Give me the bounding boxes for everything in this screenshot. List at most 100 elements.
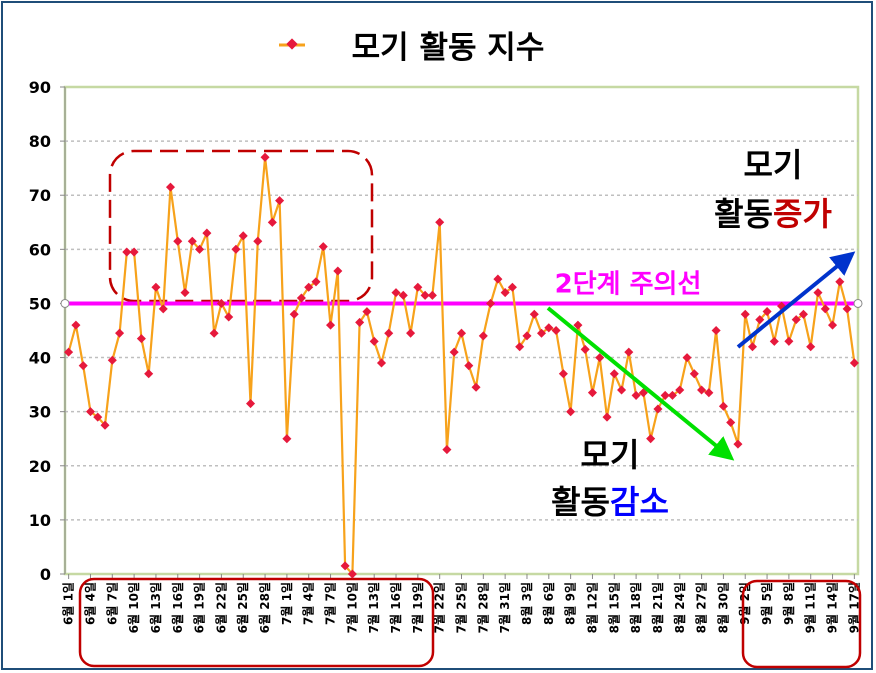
decrease-label-prefix: 활동 bbox=[551, 483, 610, 521]
data-point bbox=[486, 298, 496, 308]
data-point bbox=[442, 445, 452, 455]
x-tick-label: 7월 25일 bbox=[454, 582, 469, 633]
data-point bbox=[326, 320, 336, 330]
x-tick-label: 8월 12일 bbox=[584, 582, 599, 633]
data-point bbox=[493, 274, 503, 284]
threshold-end-left bbox=[60, 298, 70, 308]
highlight-boxes bbox=[78, 149, 862, 669]
data-point bbox=[406, 328, 416, 338]
decrease-arrow bbox=[546, 306, 735, 461]
data-point bbox=[478, 331, 488, 341]
x-tick-label: 9월 8일 bbox=[781, 582, 796, 625]
x-tick-label: 8월 21일 bbox=[650, 582, 665, 633]
x-tick-label: 7월 7일 bbox=[323, 582, 338, 625]
data-point bbox=[747, 342, 758, 352]
data-point bbox=[689, 369, 699, 379]
data-point bbox=[653, 404, 663, 414]
x-tick-label: 6월 7일 bbox=[104, 582, 119, 625]
data-point bbox=[631, 390, 641, 400]
x-tick-label: 7월 1일 bbox=[279, 582, 294, 625]
data-point bbox=[813, 288, 823, 298]
x-tick-label: 9월 14일 bbox=[825, 582, 840, 633]
x-tick-label: 8월 24일 bbox=[672, 582, 687, 633]
x-tick-label: 6월 13일 bbox=[148, 582, 163, 633]
chart-title: 모기 활동 지수 bbox=[352, 30, 545, 66]
data-point bbox=[224, 312, 234, 322]
data-point bbox=[115, 328, 125, 338]
data-point bbox=[107, 355, 117, 365]
data-point bbox=[464, 361, 474, 371]
data-point bbox=[427, 290, 437, 300]
data-point bbox=[536, 328, 547, 338]
data-point bbox=[740, 309, 750, 319]
peak-highlight-box bbox=[108, 149, 374, 303]
decrease-label-line2: 활동감소 bbox=[551, 483, 669, 521]
x-tick-label: 6월 10일 bbox=[126, 582, 141, 633]
y-tick-label: 0 bbox=[40, 565, 51, 584]
data-point bbox=[376, 358, 387, 368]
x-tick-label: 7월 4일 bbox=[301, 582, 316, 625]
x-tick-label: 7월 16일 bbox=[388, 582, 403, 633]
september-label-box bbox=[741, 579, 862, 669]
data-point bbox=[522, 331, 532, 341]
data-point bbox=[246, 399, 256, 409]
data-point bbox=[733, 439, 743, 449]
data-point bbox=[144, 369, 154, 379]
threshold-line-group: 2단계 주의선 bbox=[60, 269, 863, 308]
data-point bbox=[340, 561, 350, 571]
data-point bbox=[806, 342, 816, 352]
data-point bbox=[173, 236, 183, 246]
data-point bbox=[275, 196, 285, 206]
data-point bbox=[391, 288, 401, 298]
data-point bbox=[558, 369, 568, 379]
x-tick-label: 6월 16일 bbox=[170, 582, 185, 633]
data-point bbox=[624, 347, 634, 357]
data-point bbox=[85, 407, 96, 417]
data-point bbox=[580, 344, 590, 354]
increase-label-prefix: 활동 bbox=[714, 195, 773, 233]
x-tick-label: 7월 19일 bbox=[410, 582, 425, 633]
x-tick-label: 6월 28일 bbox=[257, 582, 272, 633]
data-point bbox=[718, 401, 728, 411]
decrease-label-line1: 모기 bbox=[581, 436, 640, 474]
y-tick-label: 40 bbox=[29, 349, 51, 368]
data-point bbox=[711, 325, 721, 336]
x-tick-label: 6월 19일 bbox=[192, 582, 207, 633]
data-point bbox=[267, 217, 277, 227]
data-point bbox=[682, 353, 692, 363]
data-point bbox=[413, 282, 423, 292]
data-point bbox=[398, 290, 408, 300]
x-tick-label: 8월 6일 bbox=[541, 582, 556, 625]
data-point bbox=[617, 385, 627, 395]
increase-label-line1: 모기 bbox=[744, 146, 803, 184]
data-point bbox=[573, 320, 583, 330]
data-point bbox=[420, 290, 430, 300]
data-point bbox=[260, 152, 270, 162]
y-tick-label: 90 bbox=[29, 78, 51, 97]
x-tick-label: 9월 17일 bbox=[846, 582, 861, 633]
data-point bbox=[165, 182, 176, 192]
y-axis-ticks: 0 10 20 30 40 50 60 70 80 90 bbox=[29, 78, 66, 584]
x-tick-label: 6월 4일 bbox=[82, 582, 97, 625]
data-point bbox=[180, 288, 190, 298]
data-point bbox=[296, 293, 306, 303]
x-tick-label: 9월 11일 bbox=[803, 582, 818, 633]
y-tick-label: 70 bbox=[29, 186, 51, 205]
x-tick-label: 7월 28일 bbox=[475, 582, 490, 633]
increase-label-line2: 활동증가 bbox=[714, 195, 832, 233]
x-tick-label: 8월 3일 bbox=[519, 582, 534, 625]
y-tick-label: 50 bbox=[29, 294, 51, 313]
data-point bbox=[529, 309, 539, 319]
threshold-label: 2단계 주의선 bbox=[555, 269, 702, 299]
data-point bbox=[78, 361, 88, 371]
data-point bbox=[369, 336, 379, 346]
data-point bbox=[784, 336, 794, 346]
data-point bbox=[333, 266, 343, 276]
data-point bbox=[384, 328, 394, 338]
y-tick-label: 10 bbox=[29, 511, 51, 530]
data-point bbox=[828, 320, 838, 330]
data-point bbox=[471, 382, 481, 392]
data-point bbox=[609, 369, 619, 379]
x-tick-label: 7월 10일 bbox=[344, 582, 359, 633]
